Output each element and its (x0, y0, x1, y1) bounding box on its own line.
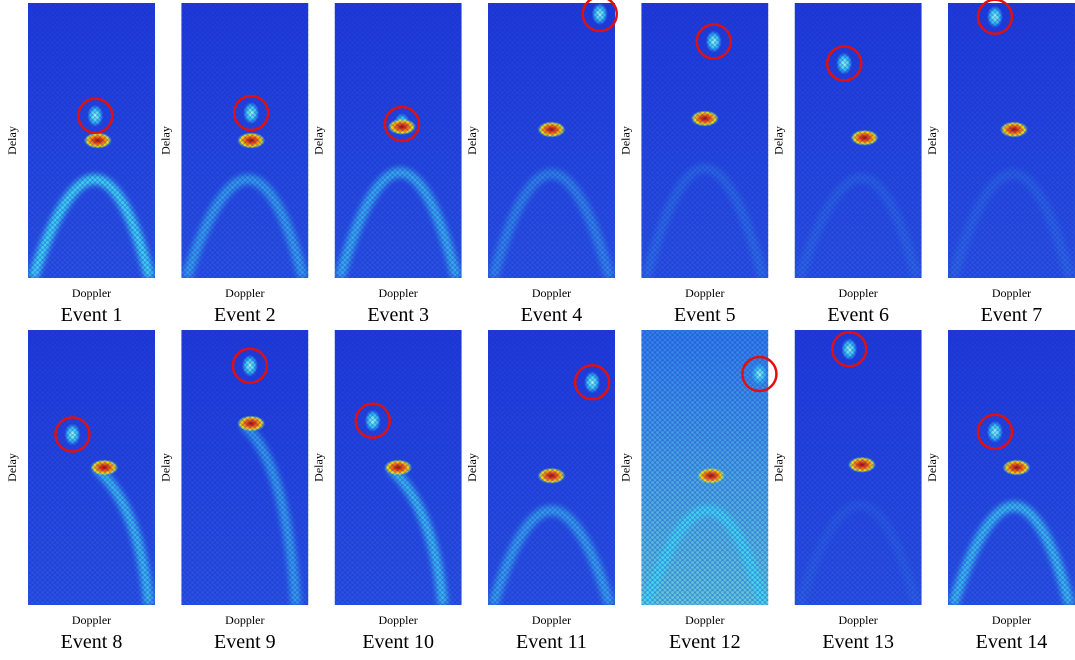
heatmap-texture (28, 3, 155, 278)
highlight-circle (695, 23, 732, 60)
heatmap (641, 330, 769, 605)
y-axis-label: Delay (5, 453, 19, 482)
heatmap-texture (28, 330, 155, 605)
x-axis-label: Doppler (532, 286, 571, 300)
event-panel: Delay Doppler Event 5 (618, 3, 769, 326)
event-panel: Delay Doppler Event 3 (312, 3, 462, 326)
panel-title: Event 6 (827, 304, 889, 326)
event-panel: Delay Doppler Event 13 (772, 330, 922, 653)
highlight-circle (976, 413, 1014, 450)
event-panel: Delay Doppler Event 1 (5, 3, 155, 326)
y-axis-label: Delay (618, 453, 632, 482)
x-axis-label: Doppler (838, 613, 877, 627)
highlight-circle (581, 0, 618, 33)
event-panel: Delay Doppler Event 10 (312, 330, 462, 653)
heatmap-texture (947, 3, 1075, 278)
heatmap-texture (794, 330, 922, 605)
highlight-circle (741, 355, 778, 393)
x-axis-label: Doppler (225, 613, 264, 627)
panel-title: Event 2 (214, 304, 276, 326)
panel-title: Event 10 (362, 631, 434, 653)
heatmap (28, 3, 155, 278)
heatmap (334, 330, 462, 605)
y-axis-label: Delay (465, 453, 479, 482)
panel-title: Event 7 (981, 304, 1043, 326)
heatmap-texture (641, 330, 769, 605)
heatmap (181, 3, 309, 278)
highlight-circle (354, 402, 392, 439)
highlight-circle (573, 364, 611, 401)
y-axis-label: Delay (772, 453, 786, 482)
highlight-circle (825, 45, 863, 82)
heatmap (947, 330, 1075, 605)
x-axis-label: Doppler (685, 613, 724, 627)
y-axis-label: Delay (158, 126, 172, 155)
y-axis-label: Delay (925, 126, 939, 155)
y-axis-label: Delay (618, 126, 632, 155)
event-panel: Delay Doppler Event 6 (772, 3, 922, 326)
x-axis-label: Doppler (532, 613, 571, 627)
highlight-circle (232, 94, 270, 132)
event-panel: Delay Doppler Event 12 (618, 330, 778, 653)
x-axis-label: Doppler (72, 613, 111, 627)
panel-title: Event 5 (674, 304, 736, 326)
event-panel: Delay Doppler Event 14 (925, 330, 1075, 653)
heatmap-texture (487, 3, 615, 278)
event-panel: Delay Doppler Event 8 (5, 330, 155, 653)
heatmap (487, 3, 615, 278)
heatmap (487, 330, 615, 605)
highlight-circle (77, 97, 114, 134)
x-axis-label: Doppler (838, 286, 877, 300)
heatmap (181, 330, 309, 605)
event-panel: Delay Doppler Event 9 (158, 330, 309, 653)
heatmap-texture (947, 330, 1075, 605)
highlight-circle (383, 105, 421, 143)
panel-title: Event 4 (521, 304, 583, 326)
x-axis-label: Doppler (992, 286, 1031, 300)
highlight-circle (831, 331, 868, 368)
x-axis-label: Doppler (225, 286, 264, 300)
heatmap (641, 3, 769, 278)
heatmap (794, 3, 922, 278)
x-axis-label: Doppler (685, 286, 724, 300)
highlight-circle (231, 347, 269, 384)
heatmap-texture (181, 3, 309, 278)
panel-title: Event 12 (669, 631, 741, 653)
heatmap (28, 330, 155, 605)
highlight-circle (976, 0, 1014, 35)
heatmap-texture (181, 330, 309, 605)
event-panel: Delay Doppler Event 2 (158, 3, 309, 326)
x-axis-label: Doppler (378, 613, 417, 627)
event-panel: Delay Doppler Event 11 (465, 330, 615, 653)
panel-title: Event 9 (214, 631, 276, 653)
y-axis-label: Delay (772, 126, 786, 155)
heatmap (794, 330, 922, 605)
y-axis-label: Delay (5, 126, 19, 155)
x-axis-label: Doppler (72, 286, 111, 300)
event-panel: Delay Doppler Event 7 (925, 0, 1075, 326)
heatmap-texture (641, 3, 769, 278)
panel-title: Event 13 (822, 631, 894, 653)
heatmap-texture (334, 330, 462, 605)
panel-title: Event 8 (61, 631, 123, 653)
y-axis-label: Delay (158, 453, 172, 482)
x-axis-label: Doppler (378, 286, 417, 300)
heatmap (947, 3, 1075, 278)
panel-title: Event 3 (367, 304, 429, 326)
heatmap-texture (794, 3, 922, 278)
y-axis-label: Delay (465, 126, 479, 155)
panel-title: Event 11 (516, 631, 587, 653)
panel-title: Event 1 (61, 304, 123, 326)
event-panel: Delay Doppler Event 4 (465, 0, 618, 326)
y-axis-label: Delay (312, 453, 326, 482)
y-axis-label: Delay (925, 453, 939, 482)
x-axis-label: Doppler (992, 613, 1031, 627)
heatmap-texture (487, 330, 615, 605)
highlight-circle (54, 416, 91, 453)
panel-title: Event 14 (976, 631, 1048, 653)
y-axis-label: Delay (312, 126, 326, 155)
